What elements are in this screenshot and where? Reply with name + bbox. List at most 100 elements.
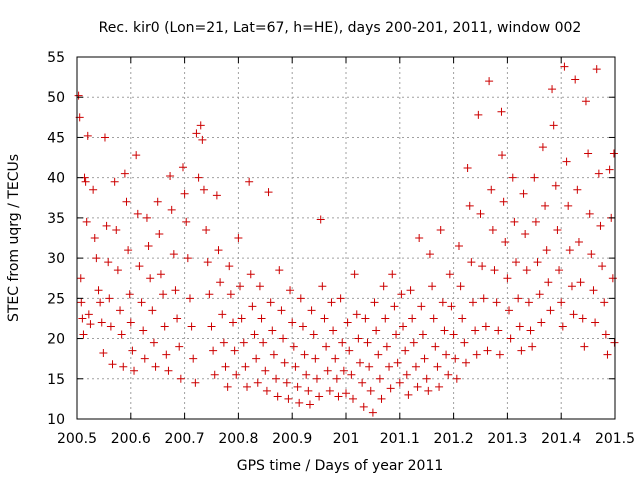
data-point xyxy=(334,392,343,401)
data-point xyxy=(119,362,128,371)
data-point xyxy=(385,362,394,371)
data-point xyxy=(363,338,372,347)
data-point xyxy=(521,229,530,238)
data-point xyxy=(481,322,490,331)
x-tick-label: 201.1 xyxy=(380,431,420,447)
data-point xyxy=(226,290,235,299)
data-point xyxy=(542,246,551,255)
data-point xyxy=(149,338,158,347)
data-point xyxy=(541,201,550,210)
data-point xyxy=(229,318,238,327)
data-point xyxy=(467,258,476,267)
data-point xyxy=(187,322,196,331)
data-point xyxy=(580,342,589,351)
data-point xyxy=(320,314,329,323)
data-point xyxy=(137,298,146,307)
data-point xyxy=(279,334,288,343)
data-point xyxy=(250,330,259,339)
data-point xyxy=(277,306,286,315)
data-point xyxy=(336,294,345,303)
data-point xyxy=(399,322,408,331)
data-point xyxy=(219,338,228,347)
data-point xyxy=(112,225,121,234)
data-point xyxy=(366,386,375,395)
data-point xyxy=(495,350,504,359)
data-point xyxy=(569,310,578,319)
data-point xyxy=(526,326,535,335)
data-point xyxy=(182,217,191,226)
data-point xyxy=(393,358,402,367)
data-point xyxy=(428,282,437,291)
data-point xyxy=(286,286,295,295)
data-point xyxy=(166,172,175,181)
data-point xyxy=(291,362,300,371)
data-point xyxy=(183,254,192,263)
data-point xyxy=(404,390,413,399)
data-point xyxy=(230,346,239,355)
data-point xyxy=(339,366,348,375)
data-point xyxy=(282,378,291,387)
data-point xyxy=(232,370,241,379)
data-point xyxy=(535,290,544,299)
data-point xyxy=(564,201,573,210)
data-point xyxy=(397,290,406,299)
data-point xyxy=(567,282,576,291)
data-point xyxy=(348,394,357,403)
data-point xyxy=(268,326,277,335)
data-point xyxy=(96,298,105,307)
data-point xyxy=(89,185,98,194)
data-point xyxy=(99,349,108,358)
data-point xyxy=(298,322,307,331)
x-tick-label: 200.5 xyxy=(57,431,97,447)
data-point xyxy=(598,262,607,271)
data-point xyxy=(505,306,514,315)
data-point xyxy=(551,181,560,190)
data-point xyxy=(422,374,431,383)
data-point xyxy=(329,326,338,335)
data-point xyxy=(223,382,232,391)
data-point xyxy=(458,314,467,323)
data-point xyxy=(589,286,598,295)
data-point xyxy=(102,221,111,230)
data-point xyxy=(553,225,562,234)
data-point xyxy=(420,354,429,363)
data-point xyxy=(549,121,558,130)
data-point xyxy=(202,225,211,234)
data-point xyxy=(83,131,92,140)
data-point xyxy=(110,177,119,186)
x-tick-label: 201.3 xyxy=(487,431,527,447)
data-point xyxy=(284,394,293,403)
data-point xyxy=(178,163,187,172)
data-point xyxy=(350,270,359,279)
y-tick-label: 15 xyxy=(47,372,65,388)
data-point xyxy=(472,350,481,359)
data-point xyxy=(442,350,451,359)
data-point xyxy=(512,258,521,267)
data-point xyxy=(460,338,469,347)
data-point xyxy=(402,370,411,379)
data-point xyxy=(113,266,122,275)
data-point xyxy=(591,318,600,327)
data-point xyxy=(544,278,553,287)
data-point xyxy=(578,314,587,323)
data-point xyxy=(86,320,95,329)
data-point xyxy=(327,298,336,307)
data-point xyxy=(246,270,255,279)
data-point xyxy=(445,270,454,279)
data-point xyxy=(124,246,133,255)
data-point xyxy=(76,274,85,283)
data-point xyxy=(264,188,273,197)
y-tick-label: 40 xyxy=(47,171,65,187)
data-point xyxy=(162,350,171,359)
data-point xyxy=(587,250,596,259)
data-point xyxy=(79,330,88,339)
data-point xyxy=(173,314,182,323)
data-point xyxy=(205,290,214,299)
data-point xyxy=(483,346,492,355)
data-point xyxy=(431,342,440,351)
data-point xyxy=(237,314,246,323)
data-point xyxy=(381,314,390,323)
y-tick-label: 55 xyxy=(47,50,65,66)
data-point xyxy=(382,342,391,351)
